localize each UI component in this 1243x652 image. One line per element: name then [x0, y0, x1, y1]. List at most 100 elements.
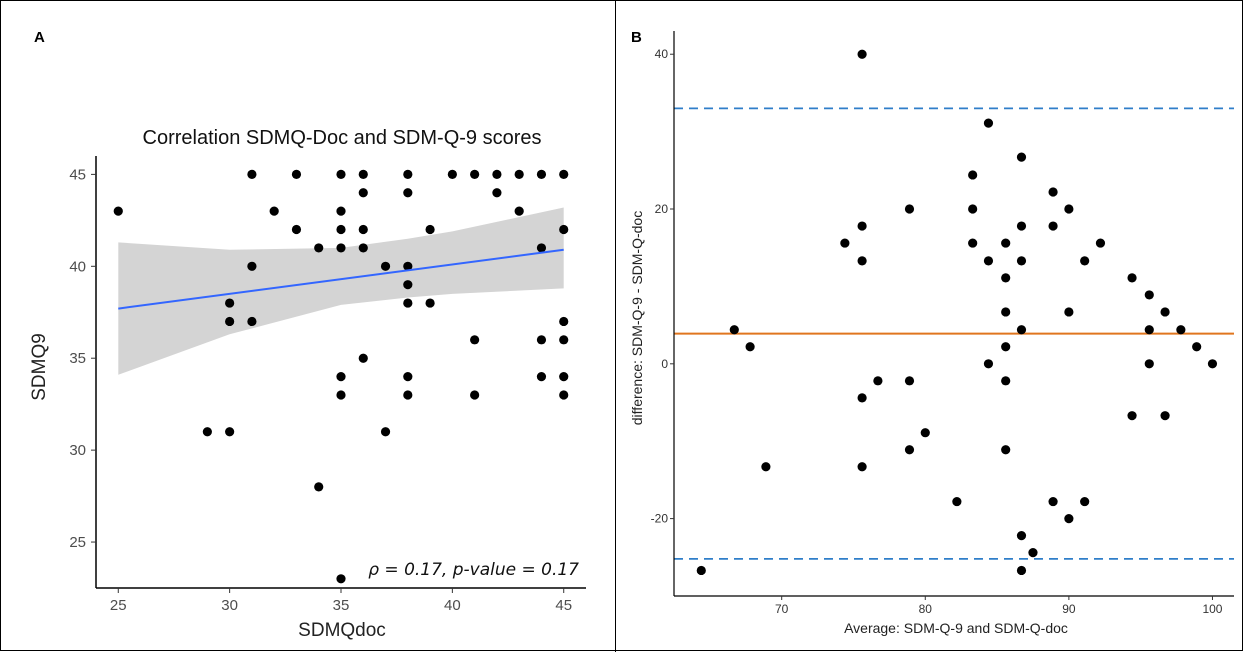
data-point: [1016, 221, 1027, 231]
data-point: [857, 462, 867, 472]
data-point: [1095, 238, 1106, 248]
data-point: [1016, 325, 1027, 335]
data-point: [857, 256, 867, 266]
x-tick-label: 40: [444, 597, 461, 614]
data-point: [1144, 290, 1154, 300]
data-point: [470, 390, 480, 400]
data-point: [536, 169, 547, 179]
data-point: [314, 243, 324, 253]
chart-a-correlation: Correlation SDMQ-Doc and SDM-Q-9 scores …: [29, 127, 586, 641]
y-tick-label: 40: [655, 47, 669, 61]
y-tick-label: -20: [651, 512, 669, 526]
data-point: [968, 204, 978, 214]
data-point: [447, 169, 457, 179]
data-point: [403, 188, 413, 198]
data-point: [336, 224, 346, 235]
data-point: [857, 49, 867, 59]
data-point: [247, 169, 257, 179]
data-point: [225, 427, 235, 437]
data-point: [380, 261, 391, 271]
data-point: [1064, 307, 1074, 317]
x-tick-label: 70: [775, 602, 789, 616]
data-point: [1064, 204, 1074, 214]
data-point: [1192, 342, 1202, 352]
data-point: [536, 335, 547, 345]
chart-a-annotation: ρ = 0.17, p-value = 0.17: [368, 560, 579, 580]
x-tick-label: 35: [333, 597, 350, 614]
chart-b-x-axis-label: Average: SDM-Q-9 and SDM-Q-doc: [844, 620, 1068, 636]
data-point: [904, 376, 915, 386]
data-point: [336, 371, 346, 382]
data-point: [559, 390, 569, 400]
data-point: [1016, 565, 1027, 576]
data-point: [225, 298, 235, 308]
data-point: [1080, 256, 1090, 266]
data-point: [1048, 187, 1058, 197]
data-point: [514, 206, 524, 216]
panel-label-b: B: [631, 29, 642, 46]
data-point: [904, 445, 915, 455]
data-point: [1001, 307, 1011, 317]
data-point: [514, 169, 524, 179]
y-tick-label: 45: [69, 166, 86, 183]
data-point: [291, 169, 302, 179]
chart-b-y-axis-label: difference: SDM-Q-9 - SDM-Q-doc: [629, 211, 645, 425]
data-point: [1016, 152, 1027, 162]
data-point: [983, 118, 994, 128]
panel-label-a: A: [34, 29, 45, 46]
data-point: [403, 298, 413, 308]
data-point: [269, 206, 279, 216]
data-point: [696, 565, 706, 576]
x-tick-label: 90: [1062, 602, 1076, 616]
data-point: [559, 224, 569, 235]
data-point: [470, 335, 480, 345]
data-point: [336, 169, 346, 179]
data-point: [425, 298, 435, 308]
data-point: [1207, 359, 1218, 369]
data-point: [983, 256, 994, 266]
data-point: [1127, 411, 1137, 421]
y-tick-label: 25: [69, 534, 86, 551]
data-point: [1144, 359, 1154, 369]
data-point: [1016, 531, 1027, 541]
data-point: [336, 243, 346, 253]
data-point: [113, 206, 123, 216]
data-point: [425, 224, 435, 235]
data-point: [1016, 256, 1027, 266]
data-point: [968, 170, 978, 180]
data-point: [559, 169, 569, 179]
data-point: [968, 238, 978, 248]
chart-a-x-axis-label: SDMQdoc: [298, 620, 386, 641]
data-point: [1001, 238, 1011, 248]
data-point: [358, 243, 368, 253]
data-point: [403, 390, 413, 400]
x-tick-label: 30: [221, 597, 238, 614]
data-point: [559, 335, 569, 345]
y-tick-label: 0: [661, 357, 668, 371]
data-point: [358, 188, 368, 198]
data-point: [920, 428, 930, 438]
data-point: [536, 371, 547, 382]
data-point: [1001, 342, 1011, 352]
data-point: [1048, 221, 1058, 231]
data-point: [1048, 496, 1058, 507]
data-point: [745, 342, 755, 352]
data-point: [1160, 411, 1170, 421]
data-point: [247, 316, 257, 327]
chart-a-y-axis-label: SDMQ9: [29, 333, 50, 401]
x-tick-label: 100: [1202, 602, 1222, 616]
data-point: [202, 427, 212, 437]
data-point: [225, 316, 235, 327]
data-point: [470, 169, 480, 179]
data-point: [840, 238, 850, 248]
data-point: [358, 353, 368, 363]
data-point: [358, 169, 368, 179]
panel-divider: [615, 1, 616, 652]
data-point: [291, 224, 302, 235]
data-point: [358, 224, 368, 235]
data-point: [857, 221, 867, 231]
data-point: [536, 243, 547, 253]
data-point: [1160, 307, 1170, 317]
data-point: [1144, 325, 1154, 335]
